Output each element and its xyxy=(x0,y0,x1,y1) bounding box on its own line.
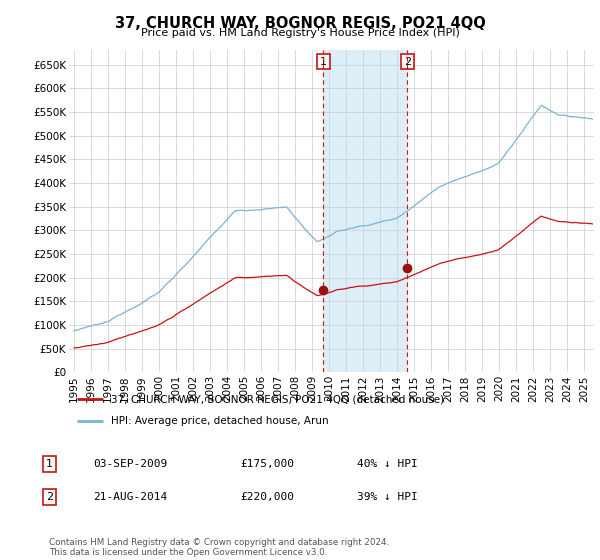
Text: 1: 1 xyxy=(46,459,53,469)
Text: 21-AUG-2014: 21-AUG-2014 xyxy=(93,492,167,502)
Text: 37, CHURCH WAY, BOGNOR REGIS, PO21 4QQ: 37, CHURCH WAY, BOGNOR REGIS, PO21 4QQ xyxy=(115,16,485,31)
Text: 37, CHURCH WAY, BOGNOR REGIS, PO21 4QQ (detached house): 37, CHURCH WAY, BOGNOR REGIS, PO21 4QQ (… xyxy=(110,394,444,404)
Text: 1: 1 xyxy=(320,57,327,67)
Text: Price paid vs. HM Land Registry's House Price Index (HPI): Price paid vs. HM Land Registry's House … xyxy=(140,28,460,38)
Text: Contains HM Land Registry data © Crown copyright and database right 2024.
This d: Contains HM Land Registry data © Crown c… xyxy=(49,538,389,557)
Bar xyxy=(323,50,407,372)
Text: £220,000: £220,000 xyxy=(240,492,294,502)
Text: 2: 2 xyxy=(404,57,411,67)
Text: 39% ↓ HPI: 39% ↓ HPI xyxy=(357,492,418,502)
Text: 03-SEP-2009: 03-SEP-2009 xyxy=(93,459,167,469)
Text: 40% ↓ HPI: 40% ↓ HPI xyxy=(357,459,418,469)
Text: £175,000: £175,000 xyxy=(240,459,294,469)
Text: HPI: Average price, detached house, Arun: HPI: Average price, detached house, Arun xyxy=(110,416,328,426)
Text: 2: 2 xyxy=(46,492,53,502)
